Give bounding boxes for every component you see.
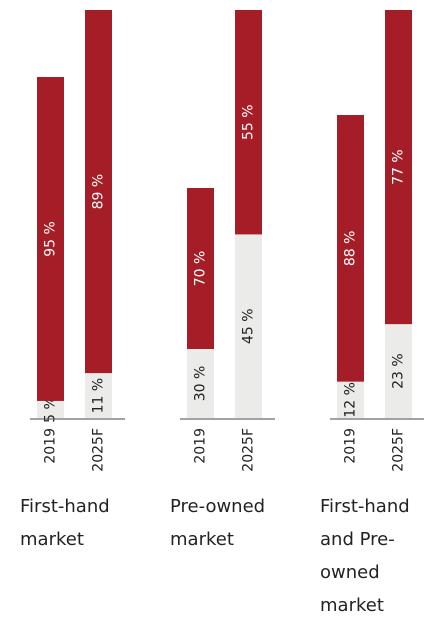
value-label: 55 % — [241, 104, 257, 140]
x-tick-label: 2019 — [43, 428, 59, 464]
bar-segment — [385, 324, 412, 418]
bar-segment — [187, 188, 214, 349]
group-title: Pre-owned market — [170, 496, 266, 550]
group-title: First-hand and Pre-owned market — [320, 496, 410, 616]
bar-segment — [37, 77, 64, 401]
group-title: First-hand market — [20, 496, 110, 550]
x-tick-label: 2025F — [241, 428, 257, 472]
value-label: 12 % — [343, 382, 359, 418]
value-label: 30 % — [193, 366, 209, 402]
value-label: 89 % — [91, 174, 107, 210]
x-tick-label: 2019 — [343, 428, 359, 464]
x-tick-label: 2019 — [193, 428, 209, 464]
value-label: 77 % — [391, 149, 407, 185]
bar-segment — [85, 373, 112, 418]
value-label: 45 % — [241, 308, 257, 344]
value-label: 11 % — [91, 378, 107, 414]
bar-segment — [337, 115, 364, 382]
value-label: 95 % — [43, 221, 59, 257]
value-label: 23 % — [391, 353, 407, 389]
bar-segment — [85, 10, 112, 374]
bar-segment — [385, 10, 412, 325]
bar-segment — [235, 234, 262, 418]
x-tick-label: 2025F — [91, 428, 107, 472]
bar-segment — [337, 381, 364, 418]
value-label: 70 % — [193, 251, 209, 287]
x-tick-label: 2025F — [391, 428, 407, 472]
value-label: 5 % — [43, 396, 59, 423]
bar-segment — [37, 400, 64, 418]
bar-segment — [187, 349, 214, 418]
bar-segment — [235, 10, 262, 235]
value-label: 88 % — [343, 231, 359, 267]
